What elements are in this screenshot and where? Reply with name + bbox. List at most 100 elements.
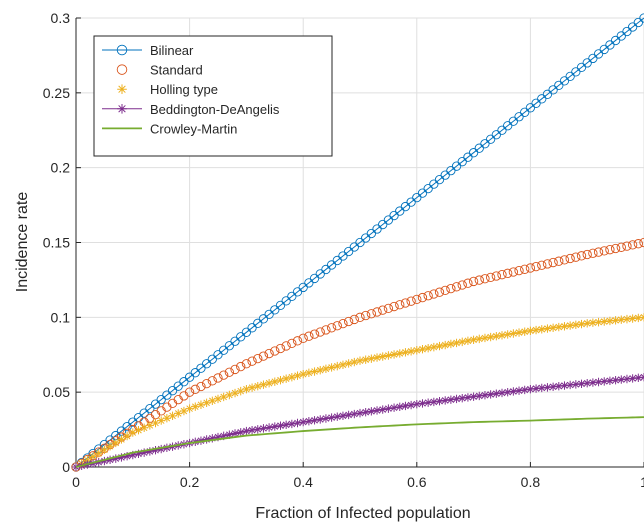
data-point [145, 447, 155, 456]
data-point [321, 325, 331, 335]
data-point [526, 384, 535, 394]
data-point [298, 333, 308, 343]
data-point [440, 285, 450, 296]
data-point [241, 327, 252, 337]
data-point [475, 391, 484, 401]
data-point [292, 336, 303, 346]
data-point [406, 197, 416, 207]
data-point [548, 257, 558, 268]
legend-label: Standard [150, 63, 203, 78]
data-point [321, 364, 331, 374]
data-point [497, 125, 507, 135]
data-point [230, 388, 240, 398]
data-point [191, 402, 200, 411]
data-point [184, 372, 195, 382]
legend-marker [117, 104, 127, 114]
data-point [486, 390, 495, 399]
data-point [406, 400, 416, 410]
data-point [355, 356, 365, 365]
series-line [75, 17, 644, 468]
legend-label: Beddington-DeAngelis [150, 102, 280, 117]
data-point [531, 384, 541, 393]
data-point [480, 274, 490, 284]
data-point [105, 455, 115, 465]
data-point [117, 453, 126, 462]
data-point [344, 359, 353, 368]
data-point [463, 393, 473, 402]
data-point [173, 381, 183, 391]
data-point [88, 452, 98, 461]
series-line [75, 416, 644, 468]
data-point [326, 323, 337, 333]
x-tick-label: 1 [640, 474, 644, 490]
data-point [299, 417, 308, 427]
x-axis-label: Fraction of Infected population [255, 505, 470, 522]
data-point [281, 420, 291, 429]
axes [75, 17, 644, 468]
data-point [270, 305, 280, 315]
data-point [230, 364, 240, 375]
data-point [94, 449, 103, 458]
data-point [423, 183, 433, 194]
data-point [219, 431, 228, 441]
data-point [383, 215, 394, 225]
data-point [514, 265, 524, 276]
data-point [497, 331, 507, 340]
data-point [468, 276, 479, 287]
data-point [565, 380, 575, 390]
data-point [429, 397, 439, 407]
y-tick-label: 0.25 [43, 85, 70, 101]
data-point [355, 237, 365, 248]
data-point [440, 170, 450, 180]
data-point [463, 152, 473, 162]
data-point [491, 271, 501, 281]
data-point [429, 289, 439, 299]
y-tick-label: 0.1 [51, 309, 71, 325]
data-point [247, 425, 257, 435]
data-point [514, 112, 524, 122]
data-point [423, 398, 433, 407]
data-point [224, 341, 235, 351]
data-point [565, 253, 575, 264]
legend-label: Bilinear [150, 43, 194, 58]
data-point [508, 116, 519, 126]
data-point [542, 89, 553, 99]
legend-marker [116, 44, 128, 56]
data-point [588, 248, 598, 258]
data-point [134, 449, 143, 459]
data-point [326, 260, 337, 270]
data-point [372, 353, 382, 362]
data-point [293, 371, 302, 380]
data-point [264, 348, 274, 359]
data-point [565, 321, 575, 330]
data-point [531, 98, 541, 108]
legend-label: Crowley-Martin [150, 121, 237, 136]
data-point [497, 388, 507, 398]
data-point [236, 386, 245, 396]
data-point [503, 268, 513, 278]
data-point [264, 378, 274, 388]
data-point [151, 418, 160, 428]
data-point [452, 338, 461, 348]
data-point [367, 354, 376, 363]
legend-item: Standard [116, 63, 203, 78]
data-point [463, 278, 473, 288]
data-point [281, 374, 291, 383]
data-point [616, 31, 626, 41]
data-point [577, 379, 586, 388]
data-point [446, 166, 456, 176]
data-point [611, 316, 620, 325]
data-point [247, 323, 257, 333]
series-standard [71, 237, 644, 472]
data-point [458, 337, 467, 347]
data-point [270, 422, 279, 431]
data-point [208, 434, 217, 443]
data-point [492, 389, 501, 398]
data-point [372, 307, 382, 317]
data-point [247, 383, 257, 392]
data-point [577, 319, 586, 329]
x-tick-label: 0.2 [180, 474, 200, 490]
data-point [537, 94, 547, 104]
data-point [634, 373, 643, 382]
data-point [179, 377, 189, 387]
